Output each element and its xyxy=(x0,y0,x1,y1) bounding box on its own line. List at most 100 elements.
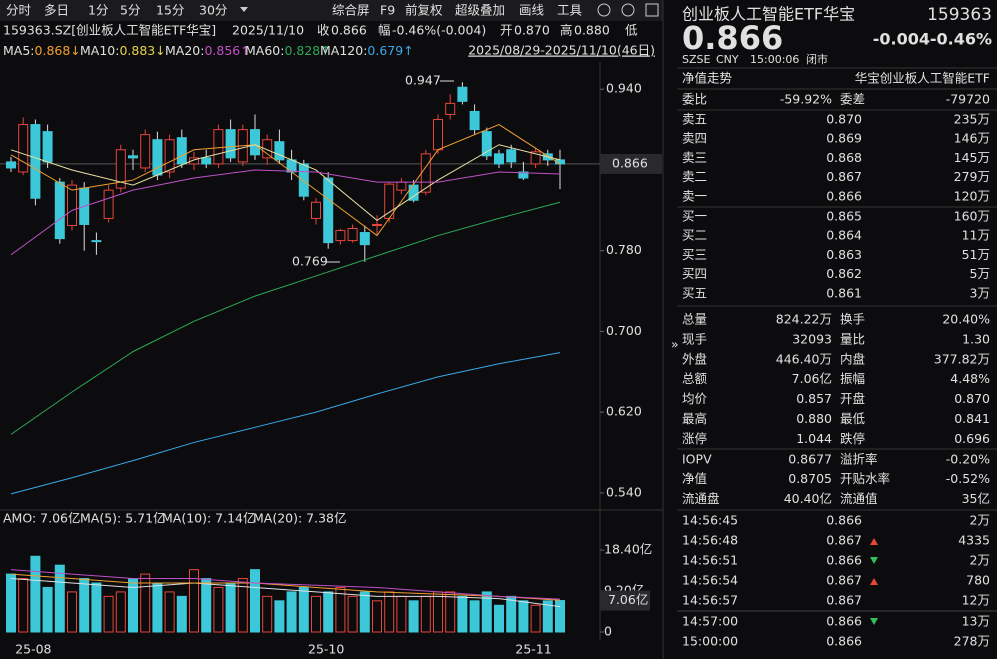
tick-time: 14:56:45 xyxy=(682,513,738,528)
nav-label: 净值走势 xyxy=(682,71,733,86)
toolbar-button[interactable]: 前复权 xyxy=(405,3,443,18)
candle-body xyxy=(6,161,16,169)
arrow-down xyxy=(870,618,878,625)
stat-value: 0.8677 xyxy=(788,452,832,467)
stat-label: 委差 xyxy=(840,92,865,107)
tick-volume: 2万 xyxy=(970,513,990,528)
settings-icon[interactable] xyxy=(597,3,611,17)
book-price: 0.870 xyxy=(826,112,862,127)
book-label: 买一 xyxy=(682,209,707,224)
volume-bar xyxy=(30,555,41,633)
tick-time: 14:57:00 xyxy=(682,614,738,629)
date: 2025/11/10 xyxy=(232,23,304,38)
candle-body xyxy=(372,223,382,226)
book-price: 0.869 xyxy=(826,131,862,146)
toolbar-button[interactable]: F9 xyxy=(380,3,395,18)
volume-bar xyxy=(494,604,504,633)
volume-bar xyxy=(384,591,395,633)
stat-value: 4.48% xyxy=(950,371,990,386)
window-icon[interactable] xyxy=(645,3,659,17)
toolbar-button[interactable]: 画线 xyxy=(519,3,545,18)
toolbar-tab[interactable]: 分时 xyxy=(6,3,32,18)
stat-label: 换手 xyxy=(840,312,865,327)
candle-body xyxy=(201,157,212,165)
y-tick-label: 0.940 xyxy=(606,81,642,96)
quote-cell: 收 xyxy=(317,23,330,38)
stat-value: 20.40% xyxy=(942,312,990,327)
volume-tag xyxy=(600,590,650,611)
stat-label: 最高 xyxy=(682,411,707,426)
ma-value: 0.868↓ xyxy=(35,43,81,58)
volume-bar xyxy=(457,595,468,633)
last-price-label: 0.866 xyxy=(612,155,648,170)
x-tick-label: 25-10 xyxy=(308,642,344,657)
volume-bar xyxy=(445,591,456,633)
ma-line xyxy=(10,352,561,495)
volume-bar xyxy=(250,569,260,633)
instrument-code: 159363 xyxy=(927,5,992,25)
volume-bar xyxy=(359,591,370,633)
volume-bar xyxy=(469,600,480,633)
y-tick-label: 0.620 xyxy=(606,404,642,419)
book-price: 0.864 xyxy=(826,228,862,243)
candle-body xyxy=(189,157,199,165)
toolbar-tab[interactable]: 15分 xyxy=(156,3,184,18)
tick-price: 0.866 xyxy=(826,553,862,568)
book-volume: 11万 xyxy=(962,228,990,243)
dropdown-icon[interactable] xyxy=(240,7,248,12)
candle-body xyxy=(359,232,370,246)
ma-name: MA5: xyxy=(3,43,35,58)
stat-value: 0.841 xyxy=(954,411,990,426)
volume-bar xyxy=(91,582,102,633)
candle-body xyxy=(433,119,443,151)
tick-time: 14:56:48 xyxy=(682,533,738,548)
stat-value: -79720 xyxy=(946,92,990,107)
candle-body xyxy=(506,149,517,163)
quote-cell: -0.46%(-0.004) xyxy=(392,23,486,38)
quote-cell: 高 xyxy=(560,23,573,38)
book-price: 0.865 xyxy=(826,209,862,224)
symbol: 159363.SZ[创业板人工智能ETF华宝] xyxy=(3,23,216,38)
toolbar-button[interactable]: 超级叠加 xyxy=(455,3,505,18)
ma-value: 0.679↑ xyxy=(367,43,413,58)
collapse-icon[interactable]: » xyxy=(671,337,679,352)
candle-body xyxy=(128,155,138,159)
toolbar-tab[interactable]: 1分 xyxy=(88,3,108,18)
volume-legend: MA(10): 7.14亿 xyxy=(162,511,256,526)
annotation: 0.769 xyxy=(292,254,328,269)
stat-value: 40.40亿 xyxy=(784,491,832,506)
toolbar-tab[interactable]: 多日 xyxy=(44,3,69,18)
toolbar-tab[interactable]: 5分 xyxy=(120,3,140,18)
volume-bar xyxy=(42,586,53,633)
price: 0.866 xyxy=(682,19,783,57)
book-price: 0.868 xyxy=(826,150,862,165)
candle-body xyxy=(335,230,346,242)
ma-value: 0.828↑ xyxy=(284,43,330,58)
ma-name: MA10: xyxy=(80,43,119,58)
stat-value: 1.044 xyxy=(796,431,832,446)
volume-bar xyxy=(347,595,358,633)
ma-line xyxy=(10,201,561,435)
toolbar-tab[interactable]: 30分 xyxy=(199,3,227,18)
help-icon[interactable] xyxy=(621,3,635,17)
stat-value: 0.880 xyxy=(796,411,832,426)
book-volume: 160万 xyxy=(954,209,990,224)
toolbar-button[interactable]: 工具 xyxy=(557,3,583,18)
volume-ma-line xyxy=(10,573,561,601)
tick-price: 0.866 xyxy=(826,614,862,629)
stat-label: 开盘 xyxy=(840,391,865,406)
volume-bar xyxy=(213,586,224,633)
tick-time: 14:56:51 xyxy=(682,553,738,568)
change: -0.004 xyxy=(873,30,930,49)
tick-volume: 278万 xyxy=(954,634,990,649)
candle-body xyxy=(30,124,41,199)
candle-body xyxy=(18,124,29,173)
stat-value: -59.92% xyxy=(780,92,832,107)
change-pct: -0.46% xyxy=(930,30,992,49)
book-label: 卖四 xyxy=(682,131,707,146)
tick-price: 0.866 xyxy=(826,513,862,528)
tick-price: 0.867 xyxy=(826,593,862,608)
volume-bar xyxy=(335,586,346,633)
toolbar-button[interactable]: 综合屏 xyxy=(332,3,370,18)
